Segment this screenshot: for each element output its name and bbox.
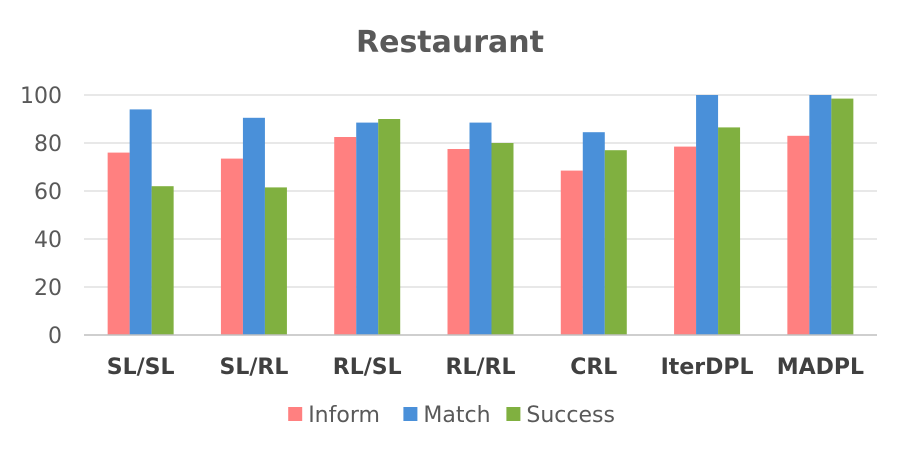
bar-inform-rl-rl	[447, 149, 470, 335]
bar-inform-crl	[560, 170, 583, 335]
bar-inform-rl-sl	[334, 137, 357, 335]
x-tick-label: RL/RL	[446, 355, 516, 380]
bar-match-rl-sl	[356, 122, 379, 335]
bar-match-madpl	[809, 95, 832, 335]
y-tick-label: 40	[34, 228, 62, 253]
bar-inform-iterdpl	[674, 146, 697, 335]
legend-swatch-inform	[288, 407, 303, 421]
y-tick-label: 60	[34, 180, 62, 205]
bar-match-sl-sl	[129, 109, 152, 336]
bar-success-madpl	[831, 98, 854, 335]
bar-match-sl-rl	[242, 117, 265, 335]
bar-inform-madpl	[787, 135, 810, 335]
x-tick-label: CRL	[570, 355, 617, 380]
bar-success-iterdpl	[718, 127, 741, 336]
bar-match-rl-rl	[469, 122, 492, 335]
chart-title: Restaurant	[356, 25, 544, 60]
legend-swatch-success	[506, 407, 521, 421]
bar-success-crl	[604, 150, 627, 335]
bar-success-rl-sl	[378, 119, 401, 335]
legend-label-success: Success	[526, 403, 615, 428]
x-tick-label: RL/SL	[333, 355, 402, 380]
x-tick-label: MADPL	[777, 355, 864, 380]
legend-label-match: Match	[423, 403, 490, 428]
x-tick-label: SL/RL	[219, 355, 288, 380]
y-tick-label: 20	[34, 276, 62, 301]
x-tick-label: IterDPL	[661, 355, 754, 380]
x-tick-label: SL/SL	[107, 355, 175, 380]
legend: Inform Match Success	[288, 403, 615, 428]
y-axis-ticks: 0 20 40 60 80 100	[20, 84, 62, 349]
bar-inform-sl-rl	[220, 158, 243, 335]
bars	[107, 95, 854, 336]
legend-swatch-match	[403, 407, 418, 421]
bar-success-rl-rl	[491, 143, 514, 335]
y-tick-label: 0	[48, 324, 62, 349]
legend-label-inform: Inform	[308, 403, 380, 428]
bar-match-iterdpl	[696, 95, 719, 335]
bar-success-sl-sl	[151, 186, 174, 335]
bar-success-sl-rl	[264, 187, 287, 335]
bar-inform-sl-sl	[107, 152, 130, 335]
bar-match-crl	[582, 132, 605, 335]
y-tick-label: 100	[20, 84, 62, 109]
x-axis-ticks: SL/SL SL/RL RL/SL RL/RL CRL IterDPL MADPL	[107, 355, 864, 380]
y-tick-label: 80	[34, 132, 62, 157]
